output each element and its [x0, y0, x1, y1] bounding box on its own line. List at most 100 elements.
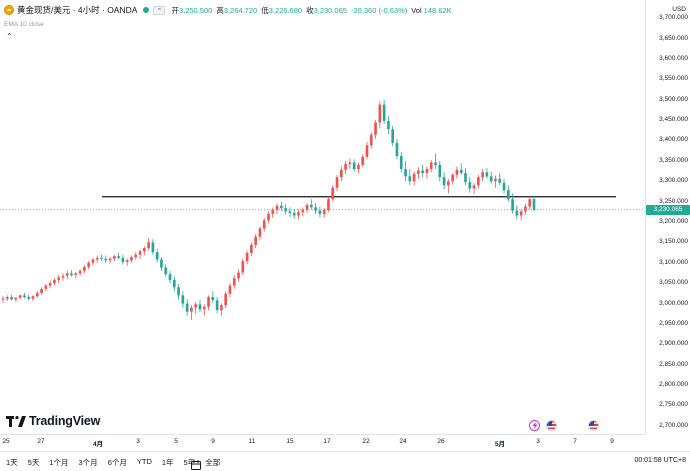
- candle-body: [447, 181, 450, 186]
- price-tick-label: 3,050.000: [659, 279, 688, 287]
- candle: [387, 116, 390, 134]
- time-tick-label: 9: [211, 438, 215, 445]
- symbol-title[interactable]: 黄金现货/美元 · 4小时 · OANDA: [17, 5, 138, 15]
- range-button[interactable]: 5年: [183, 458, 196, 467]
- candle-body: [404, 169, 407, 177]
- candle: [438, 160, 442, 182]
- indicator-legend[interactable]: EMA 10 close: [4, 19, 44, 29]
- candle-body: [288, 211, 292, 214]
- candle: [134, 252, 138, 260]
- range-button[interactable]: 6个月: [107, 458, 127, 467]
- candle: [288, 207, 292, 218]
- candle-body: [421, 170, 424, 174]
- market-status-icon[interactable]: [143, 7, 150, 13]
- tradingview-mark-icon: [6, 415, 26, 427]
- price-axis[interactable]: USD 3,700.000 3,650.000 3,600.000 3,550.000…: [645, 0, 690, 434]
- candle-body: [5, 297, 9, 299]
- candle-body: [168, 274, 172, 280]
- price-tick-label: 3,200.000: [659, 218, 688, 225]
- candle: [104, 255, 108, 263]
- us-flag-event-icon[interactable]: [546, 420, 557, 431]
- candle: [447, 178, 450, 194]
- candle-body: [309, 204, 313, 208]
- candle: [31, 295, 35, 302]
- candle-body: [190, 307, 193, 312]
- calendar-range-icon[interactable]: [191, 457, 201, 471]
- candle-body: [125, 260, 129, 262]
- candle-body: [151, 242, 155, 253]
- candle-body: [468, 182, 472, 189]
- candle-body: [155, 252, 159, 260]
- candle: [48, 280, 52, 289]
- candle: [339, 166, 343, 182]
- candle: [404, 160, 407, 182]
- candle-body: [318, 210, 322, 214]
- candle: [511, 193, 514, 214]
- candle-body: [292, 213, 296, 216]
- event-marker-bolt[interactable]: [529, 420, 540, 431]
- candle: [207, 295, 210, 311]
- candle-body: [357, 164, 360, 169]
- candle: [365, 142, 369, 160]
- range-button[interactable]: 5天: [27, 458, 40, 467]
- candle-body: [241, 261, 245, 273]
- ohlc-open-value: 3,250.500: [178, 5, 213, 15]
- candle-body: [262, 220, 266, 229]
- candle: [498, 173, 502, 186]
- compare-flag-icon[interactable]: ≈: [153, 5, 166, 15]
- volume-label: Vol: [411, 5, 422, 15]
- candle-body: [237, 272, 240, 279]
- candle: [202, 304, 206, 316]
- range-button[interactable]: 全部: [205, 458, 221, 467]
- bottom-toolbar: 1天 5天 1个月 3个月 6个月 YTD 1年 5年 全部 00:01:58 UTC+8: [0, 451, 690, 471]
- candle-body: [348, 162, 352, 165]
- candle: [245, 250, 249, 265]
- ohlc-low-label: 低: [261, 5, 269, 15]
- candle-body: [322, 209, 326, 214]
- chart-pane[interactable]: 黄金现货/美元 · 4小时 · OANDA ≈ 开 3,250.500 高 3,…: [0, 0, 645, 434]
- candle-body: [455, 169, 459, 175]
- indicator-label[interactable]: EMA 10 close: [4, 20, 44, 28]
- candle: [95, 255, 99, 263]
- candle-body: [160, 259, 163, 268]
- range-button[interactable]: YTD: [136, 457, 152, 466]
- candle: [468, 177, 472, 193]
- candle: [348, 158, 352, 169]
- price-tick-label: 3,350.000: [659, 156, 688, 164]
- candle-body: [78, 270, 82, 274]
- range-button[interactable]: 1天: [6, 458, 18, 467]
- price-tick-label: 3,000.000: [659, 299, 688, 307]
- range-button[interactable]: 3个月: [78, 458, 98, 467]
- candle: [459, 163, 463, 175]
- ohlc-high-value: 3,264.720: [223, 5, 258, 15]
- range-button[interactable]: 1年: [161, 458, 174, 467]
- candle: [399, 151, 403, 173]
- candle-body: [100, 257, 103, 259]
- candle-body: [528, 199, 532, 207]
- price-tick-label: 2,800.000: [659, 381, 688, 389]
- candle: [357, 162, 360, 174]
- candle: [125, 258, 129, 267]
- candle-body: [412, 173, 416, 182]
- candlestick-chart[interactable]: [0, 0, 645, 434]
- candle: [412, 171, 416, 186]
- us-flag-event-icon[interactable]: [588, 420, 599, 431]
- candle: [168, 270, 172, 284]
- range-button[interactable]: 1个月: [49, 458, 69, 467]
- candle-body: [23, 295, 26, 298]
- candle-body: [232, 278, 236, 286]
- lightning-icon: [532, 422, 537, 429]
- candle: [70, 270, 73, 277]
- candle: [100, 254, 103, 262]
- candle-body: [70, 273, 73, 275]
- currency-label[interactable]: USD: [672, 6, 686, 13]
- price-tick-label: 3,450.000: [659, 116, 688, 124]
- collapse-legend-icon[interactable]: ⌃: [6, 32, 13, 41]
- time-axis[interactable]: 25 27 4月 3 5 9 11 15 17 22 24 26 5月 3 7 9: [0, 434, 645, 451]
- timezone-clock[interactable]: 00:01:58 UTC+8: [634, 457, 686, 464]
- candle: [335, 174, 339, 192]
- candle: [528, 196, 532, 210]
- candle-body: [117, 256, 120, 258]
- candle: [172, 276, 176, 292]
- candle-body: [532, 199, 536, 210]
